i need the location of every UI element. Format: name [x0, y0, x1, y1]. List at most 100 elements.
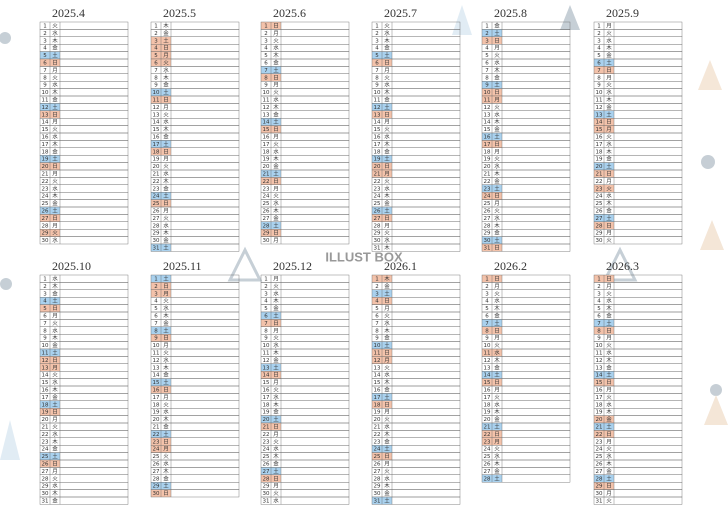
- day-number: 3: [154, 38, 158, 44]
- day-number: 19: [42, 157, 49, 163]
- day-number: 3: [154, 291, 158, 297]
- day-number: 6: [485, 314, 489, 320]
- day-number: 20: [263, 417, 270, 423]
- weekday: 土: [384, 341, 390, 349]
- weekday: 月: [163, 342, 169, 349]
- weekday: 木: [52, 140, 58, 148]
- weekday: 火: [494, 395, 500, 401]
- weekday: 火: [273, 90, 279, 96]
- day-number: 27: [42, 216, 49, 222]
- day-number: 14: [263, 120, 270, 126]
- weekday: 水: [384, 474, 390, 482]
- weekday: 日: [606, 119, 612, 126]
- weekday: 金: [273, 214, 279, 222]
- day-number: 15: [42, 380, 49, 386]
- day-number: 29: [263, 231, 270, 237]
- weekday: 木: [163, 22, 169, 30]
- day-number: 2: [43, 284, 47, 290]
- weekday: 木: [273, 349, 279, 357]
- day-number: 13: [153, 112, 160, 118]
- day-number: 1: [597, 277, 601, 283]
- day-number: 13: [42, 365, 49, 371]
- day-number: 26: [374, 209, 381, 215]
- weekday: 水: [163, 304, 169, 312]
- weekday: 火: [273, 142, 279, 148]
- weekday: 日: [494, 276, 500, 283]
- day-number: 7: [597, 68, 601, 74]
- weekday: 木: [163, 363, 169, 371]
- weekday: 水: [52, 81, 58, 89]
- weekday: 火: [52, 231, 58, 237]
- weekday: 土: [384, 497, 390, 505]
- day-number: 27: [153, 216, 160, 222]
- day-number: 29: [596, 484, 603, 490]
- day-number: 22: [374, 432, 381, 438]
- day-number: 31: [263, 499, 270, 505]
- day-number: 27: [596, 469, 603, 475]
- weekday: 日: [273, 230, 279, 237]
- day-number: 13: [484, 365, 491, 371]
- weekday: 月: [606, 283, 612, 290]
- day-number: 26: [263, 462, 270, 468]
- weekday: 木: [52, 192, 58, 200]
- day-number: 25: [484, 454, 491, 460]
- weekday: 金: [273, 162, 279, 170]
- weekday: 日: [52, 461, 58, 468]
- weekday: 土: [163, 378, 169, 386]
- day-number: 23: [484, 186, 491, 192]
- weekday: 日: [163, 387, 169, 394]
- day-number: 15: [263, 127, 270, 133]
- weekday: 月: [384, 171, 390, 178]
- day-number: 24: [374, 194, 381, 200]
- day-number: 8: [375, 328, 379, 334]
- day-number: 12: [263, 105, 270, 111]
- weekday: 日: [273, 372, 279, 379]
- weekday: 日: [384, 401, 390, 408]
- weekday: 火: [163, 454, 169, 460]
- day-number: 1: [43, 277, 47, 283]
- month-column: 2025.51 木2 金3 土4 日5 月6 火7 水8 木9 金10 土11 日12 月13 火14 水1…: [150, 6, 240, 252]
- day-number: 26: [596, 462, 603, 468]
- weekday: 木: [384, 275, 390, 283]
- day-number: 5: [485, 306, 489, 312]
- day-number: 19: [374, 410, 381, 416]
- day-number: 18: [153, 402, 160, 408]
- day-number: 18: [42, 402, 49, 408]
- day-number: 25: [596, 454, 603, 460]
- weekday: 土: [163, 275, 169, 283]
- weekday: 月: [273, 82, 279, 89]
- weekday: 月: [52, 222, 58, 229]
- weekday: 金: [606, 415, 612, 423]
- day-number: 1: [43, 24, 47, 30]
- month-title: 2025.12: [273, 259, 312, 273]
- weekday: 土: [384, 155, 390, 163]
- day-row: [260, 496, 350, 505]
- day-row: [371, 496, 461, 505]
- weekday: 木: [494, 170, 500, 178]
- weekday: 土: [273, 170, 279, 178]
- day-number: 2: [154, 284, 158, 290]
- day-number: 27: [596, 216, 603, 222]
- day-number: 25: [153, 201, 160, 207]
- day-number: 2: [154, 31, 158, 37]
- day-number: 25: [374, 201, 381, 207]
- weekday: 月: [494, 335, 500, 342]
- day-row: [481, 243, 571, 252]
- day-number: 9: [264, 336, 268, 342]
- day-number: 30: [596, 491, 603, 497]
- weekday: 火: [606, 343, 612, 349]
- day-number: 16: [596, 135, 603, 141]
- weekday: 金: [273, 408, 279, 416]
- day-number: 9: [43, 83, 47, 89]
- day-number: 17: [153, 142, 160, 148]
- weekday: 火: [273, 194, 279, 200]
- weekday: 日: [384, 111, 390, 118]
- day-number: 10: [596, 343, 603, 349]
- weekday: 土: [494, 236, 500, 244]
- weekday: 火: [494, 447, 500, 453]
- day-number: 10: [153, 90, 160, 96]
- day-number: 30: [153, 238, 160, 244]
- day-number: 13: [42, 112, 49, 118]
- weekday: 火: [384, 469, 390, 475]
- day-number: 21: [596, 425, 603, 431]
